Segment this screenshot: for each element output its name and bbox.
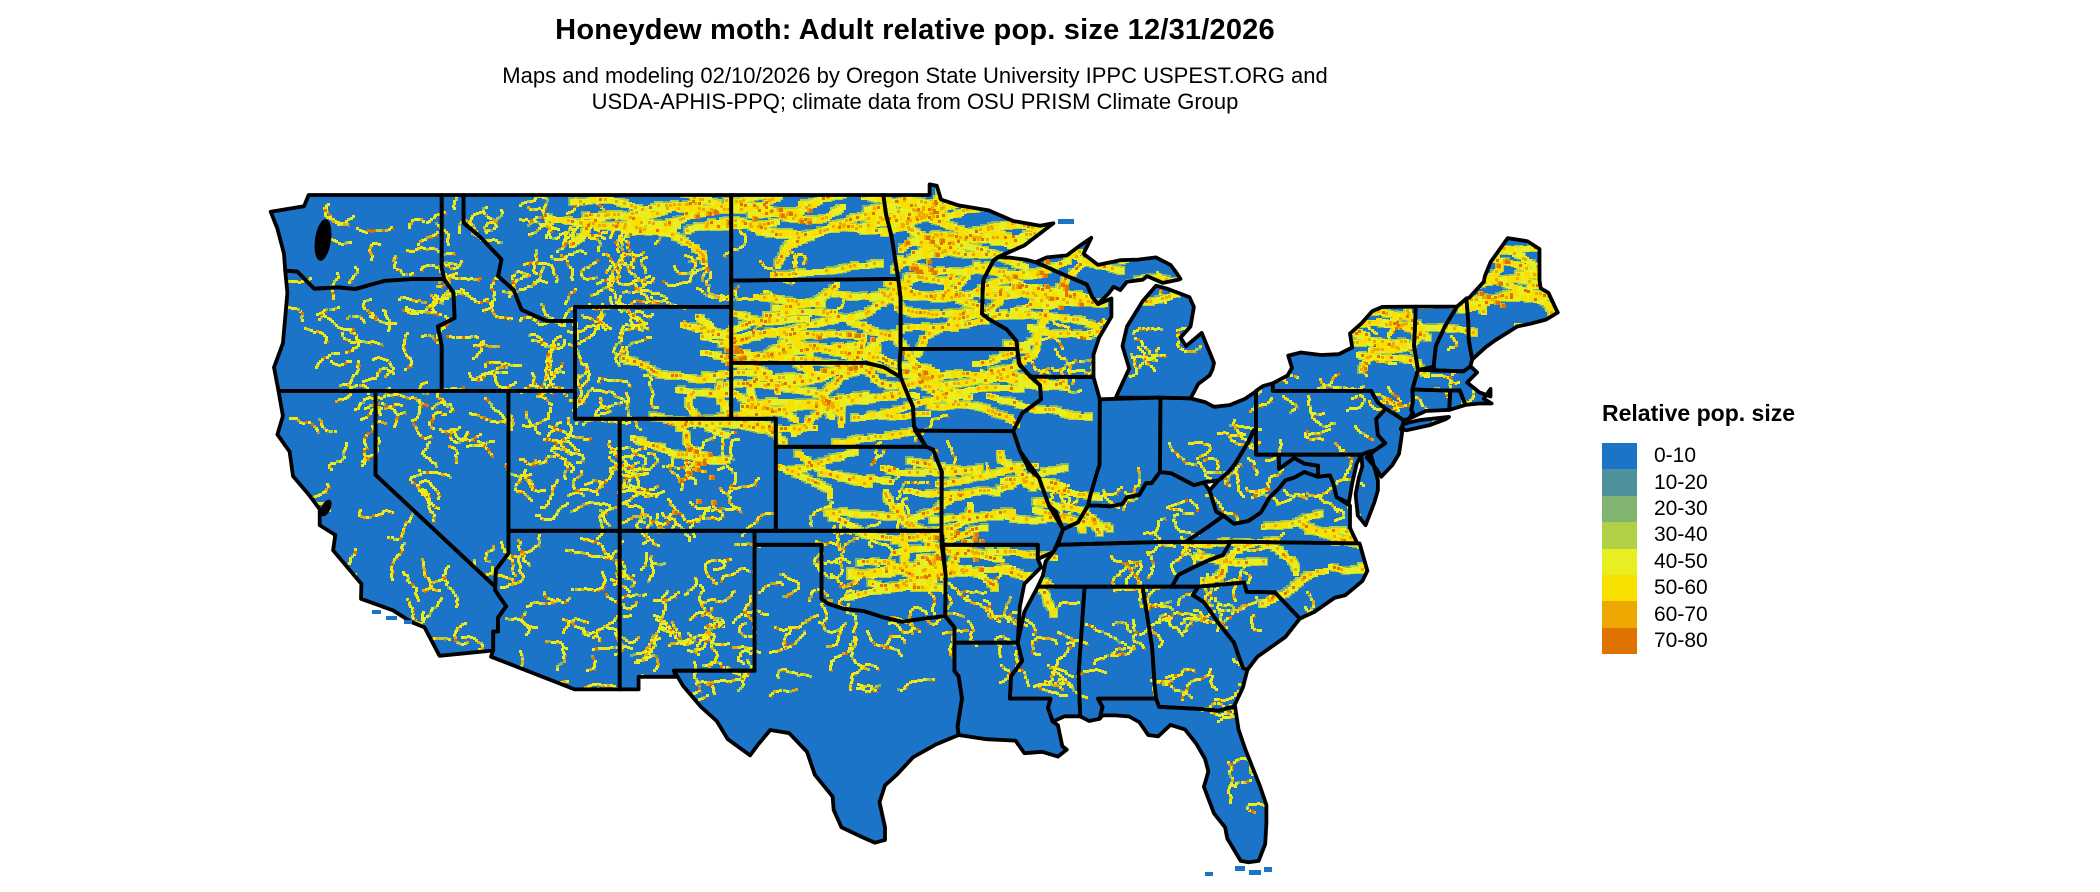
- legend-item-40-50: 40-50: [1602, 548, 1795, 575]
- legend-label-0: 0-10: [1654, 444, 1697, 468]
- coastal-details: [314, 219, 1272, 876]
- state-border-az: [489, 528, 622, 692]
- state-fill-fl: [1098, 698, 1267, 863]
- isle-royale: [1058, 219, 1074, 224]
- state-border-mil: [1113, 283, 1216, 401]
- legend-label-1: 10-20: [1654, 470, 1708, 494]
- legend-item-20-30: 20-30: [1602, 495, 1795, 523]
- state-fill-wv: [1209, 428, 1319, 524]
- population-raster: [270, 184, 1558, 862]
- map-header: Honeydew moth: Adult relative pop. size …: [250, 0, 1580, 115]
- state-fill-pa: [1255, 383, 1386, 455]
- state-border-ar: [939, 542, 1043, 645]
- legend-label-2: 20-30: [1654, 496, 1708, 520]
- florida-keys: [1264, 867, 1272, 872]
- legend-label-6: 60-70: [1654, 602, 1708, 626]
- state-fill-or: [274, 270, 455, 391]
- state-border-mdm: [1277, 452, 1364, 505]
- legend-swatch-1: [1602, 469, 1637, 496]
- legend-item-70-80: 70-80: [1602, 627, 1795, 655]
- legend-label-4: 40-50: [1654, 549, 1708, 573]
- legend-swatch-2: [1602, 495, 1637, 523]
- legend-items: 0-10 10-20 20-30 30-40 40-50 50-60 60-70 70-80: [1602, 443, 1795, 655]
- state-fill-nm: [619, 530, 755, 690]
- legend-label-3: 30-40: [1654, 523, 1708, 547]
- state-border-tx: [672, 542, 964, 845]
- state-fill-az: [491, 530, 620, 690]
- state-border-fl: [1096, 696, 1269, 865]
- state-border-me: [1464, 236, 1560, 362]
- apostle-islands: [1012, 231, 1019, 235]
- legend-item-10-20: 10-20: [1602, 469, 1795, 496]
- legend-item-50-60: 50-60: [1602, 574, 1795, 602]
- florida-keys: [1205, 872, 1213, 876]
- state-border-nc: [1169, 539, 1370, 621]
- map-subtitle: Maps and modeling 02/10/2026 by Oregon S…: [250, 63, 1580, 115]
- state-fill-nv: [375, 390, 509, 587]
- map-subtitle-line1: Maps and modeling 02/10/2026 by Oregon S…: [502, 63, 1328, 88]
- legend-item-60-70: 60-70: [1602, 601, 1795, 628]
- legend-item-30-40: 30-40: [1602, 522, 1795, 549]
- channel-islands: [372, 610, 381, 614]
- puget-sound-inlet: [314, 219, 332, 261]
- state-border-nj: [1364, 406, 1406, 479]
- state-fill-ct: [1408, 389, 1451, 419]
- state-fill-mil: [1115, 285, 1214, 399]
- state-border-miu: [1033, 235, 1183, 306]
- state-fill-ind: [1088, 397, 1161, 507]
- state-fill-ny: [1272, 306, 1418, 421]
- legend-swatch-4: [1602, 548, 1637, 575]
- state-fill-al: [1078, 586, 1156, 721]
- raster-speckles: [270, 184, 1558, 859]
- state-border-mo: [913, 428, 1065, 561]
- legend-swatch-3: [1602, 522, 1637, 549]
- map-subtitle-line2: USDA-APHIS-PPQ; climate data from OSU PR…: [591, 89, 1239, 114]
- legend-label-5: 50-60: [1654, 576, 1708, 600]
- state-fill-wa: [270, 195, 445, 289]
- raster-speckles: [270, 184, 1558, 856]
- map-legend: Relative pop. size 0-10 10-20 20-30 30-40 40…: [1602, 400, 1796, 655]
- florida-keys: [1249, 870, 1261, 875]
- legend-title: Relative pop. size: [1602, 400, 1796, 426]
- state-fill-nh: [1433, 298, 1473, 372]
- state-fill-mdm: [1279, 454, 1362, 503]
- legend-swatch-0: [1602, 443, 1637, 470]
- legend-swatch-5: [1602, 574, 1637, 602]
- legend-label-7: 70-80: [1654, 628, 1708, 652]
- map-title: Honeydew moth: Adult relative pop. size …: [555, 14, 1275, 46]
- state-border-dmv: [1353, 449, 1380, 528]
- legend-item-0-10: 0-10: [1602, 443, 1795, 470]
- florida-keys: [1235, 866, 1245, 871]
- legend-swatch-7: [1602, 627, 1637, 655]
- channel-islands: [386, 616, 397, 620]
- san-francisco-bay: [320, 499, 332, 517]
- legend-swatch-6: [1602, 601, 1637, 628]
- state-border-li: [1398, 415, 1451, 433]
- state-borders: [268, 182, 1560, 865]
- channel-islands: [404, 620, 412, 624]
